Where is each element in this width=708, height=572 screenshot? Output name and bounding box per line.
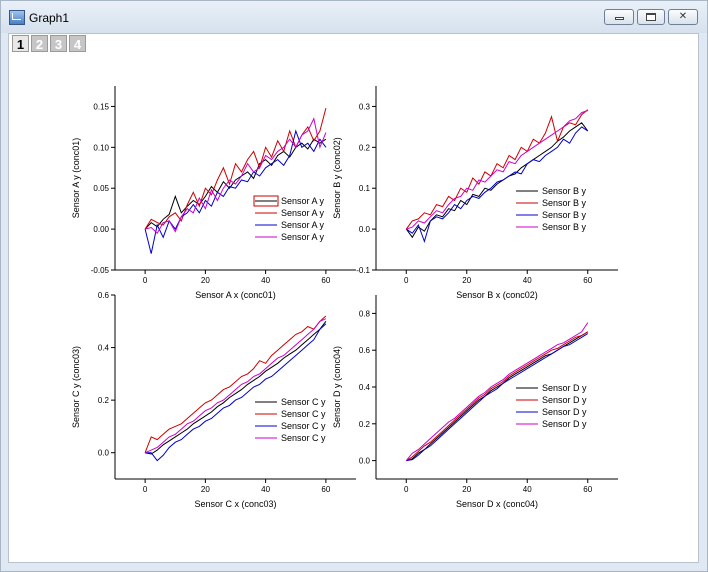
legend-selection-box (253, 195, 279, 207)
y-tick-label: 0.3 (359, 102, 371, 111)
y-tick-label: 0.4 (359, 383, 371, 392)
y-tick-label: -0.1 (356, 266, 370, 275)
y-tick-label: 0.6 (359, 346, 371, 355)
x-axis-label: Sensor C x (conc03) (194, 499, 276, 509)
x-tick-label: 40 (261, 485, 270, 494)
title-bar[interactable]: Graph1 ✕ (1, 1, 707, 33)
series-line-4-2 (406, 331, 589, 462)
y-tick-label: 0.8 (359, 309, 371, 318)
y-axis-label: Sensor B y (conc02) (332, 137, 342, 219)
minimize-icon (615, 17, 624, 20)
x-tick-label: 0 (143, 485, 148, 494)
legend-entry: Sensor C y (281, 421, 326, 431)
series-line-1-3 (144, 129, 327, 254)
y-tick-label: 0.0 (359, 457, 371, 466)
y-axis-label: Sensor C y (conc03) (71, 346, 81, 428)
series-line-4-3 (406, 333, 589, 462)
legend-entry: Sensor C y (281, 397, 326, 407)
y-axis-label: Sensor A y (conc01) (71, 138, 81, 219)
legend-entry: Sensor B y (542, 210, 587, 220)
layer-tab-2[interactable]: 2 (31, 35, 48, 52)
series-line-3-3 (145, 323, 327, 462)
x-tick-label: 20 (462, 276, 471, 285)
legend-entry: Sensor B y (542, 186, 587, 196)
x-tick-label: 60 (321, 276, 330, 285)
y-tick-label: 0.05 (93, 184, 109, 193)
y-tick-label: 0.2 (359, 143, 371, 152)
layer-tab-4[interactable]: 4 (69, 35, 86, 52)
close-button[interactable]: ✕ (668, 9, 698, 25)
legend-entry: Sensor C y (281, 433, 326, 443)
x-tick-label: 60 (583, 485, 592, 494)
series-line-2-4 (406, 110, 588, 230)
series-line-2-2 (405, 109, 589, 230)
legend-entry: Sensor D y (542, 407, 587, 417)
y-tick-label: 0.15 (93, 102, 109, 111)
x-tick-label: 20 (201, 276, 210, 285)
legend-entry: Sensor B y (542, 222, 587, 232)
legend-entry: Sensor B y (542, 198, 587, 208)
legend-entry: Sensor A y (281, 208, 325, 218)
y-tick-label: 0.0 (98, 449, 110, 458)
y-tick-label: 0.1 (359, 184, 371, 193)
y-tick-label: 0.2 (98, 396, 110, 405)
series-line-3-1 (144, 320, 327, 455)
y-tick-label: 0.6 (98, 291, 110, 300)
y-tick-label: 0.00 (93, 225, 109, 234)
x-tick-label: 0 (404, 276, 409, 285)
restore-icon (646, 13, 656, 21)
legend-entry: Sensor D y (542, 395, 587, 405)
window-title: Graph1 (29, 11, 70, 25)
x-tick-label: 60 (583, 276, 592, 285)
y-tick-label: 0.0 (359, 225, 371, 234)
x-axis-label: Sensor A x (conc01) (195, 290, 276, 300)
x-tick-label: 40 (261, 276, 270, 285)
layer-tab-1[interactable]: 1 (12, 35, 29, 52)
legend-entry: Sensor A y (281, 196, 325, 206)
y-axis-label: Sensor D y (conc04) (332, 346, 342, 428)
legend-entry: Sensor D y (542, 419, 587, 429)
legend-entry: Sensor D y (542, 383, 587, 393)
graph-window-icon[interactable] (9, 10, 25, 25)
series-line-3-4 (144, 318, 327, 454)
layer-tabs: 1 2 3 4 (12, 35, 86, 52)
series-line-2-3 (406, 126, 589, 243)
x-tick-label: 40 (523, 485, 532, 494)
x-tick-label: 0 (404, 485, 409, 494)
legend-entry: Sensor C y (281, 409, 326, 419)
y-tick-label: 0.10 (93, 143, 109, 152)
y-tick-label: 0.4 (98, 344, 110, 353)
series-line-1-4 (144, 117, 327, 235)
y-tick-label: 0.2 (359, 420, 371, 429)
y-tick-label: -0.05 (91, 266, 110, 275)
x-axis-label: Sensor B x (conc02) (456, 290, 538, 300)
x-tick-label: 20 (201, 485, 210, 494)
x-tick-label: 20 (462, 485, 471, 494)
minimize-button[interactable] (604, 9, 634, 25)
legend-entry: Sensor A y (281, 232, 325, 242)
layer-tab-3[interactable]: 3 (50, 35, 67, 52)
close-icon: ✕ (678, 11, 688, 22)
x-tick-label: 0 (143, 276, 148, 285)
restore-button[interactable] (637, 9, 665, 25)
graph-canvas[interactable]: 1 2 3 4 0 20 40 60 -0.05 0.00 0.05 0.10 0.15 Sens… (8, 33, 699, 563)
x-tick-label: 60 (321, 485, 330, 494)
series-line-4-4 (405, 322, 589, 461)
x-tick-label: 40 (523, 276, 532, 285)
legend-entry: Sensor A y (281, 220, 325, 230)
series-line-2-1 (405, 122, 589, 239)
x-axis-label: Sensor D x (conc04) (456, 499, 538, 509)
series-line-3-2 (144, 315, 327, 453)
